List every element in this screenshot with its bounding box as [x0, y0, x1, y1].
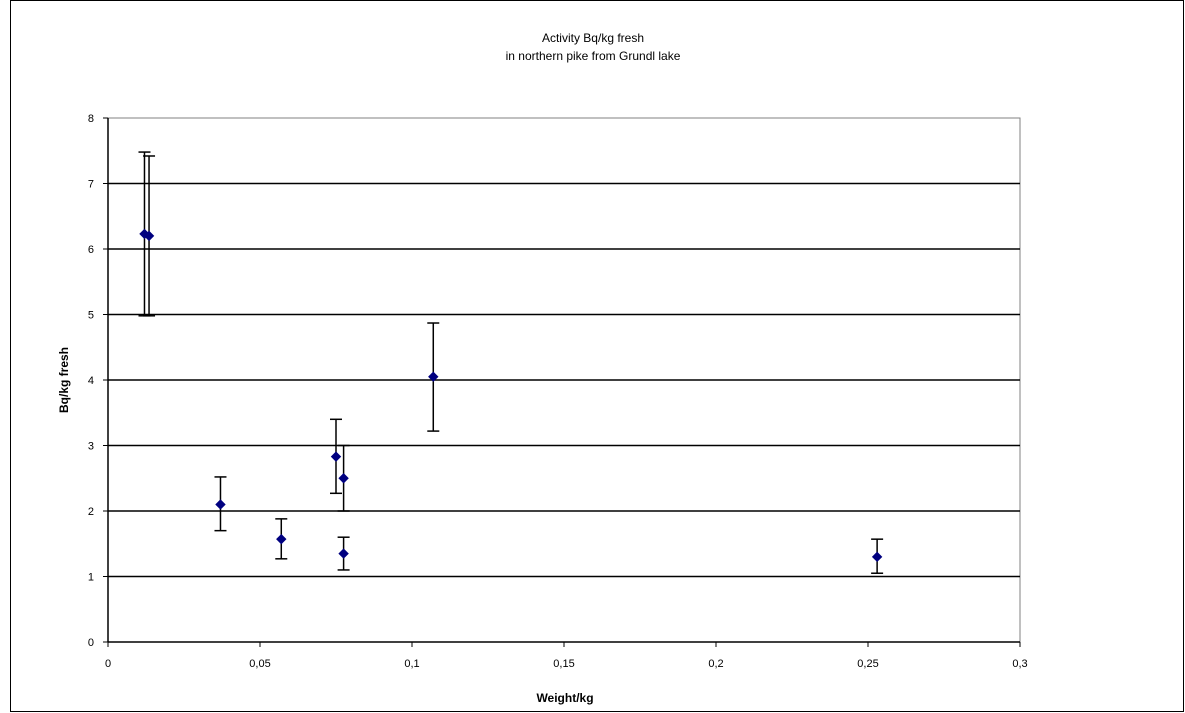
- x-tick-label: 0,05: [249, 658, 270, 670]
- axes: [103, 117, 1021, 647]
- data-points: [139, 228, 883, 563]
- y-tick-label: 4: [88, 375, 94, 387]
- y-tick-label: 3: [88, 441, 94, 453]
- data-point: [428, 371, 439, 382]
- y-axis-title: Bq/kg fresh: [57, 347, 71, 413]
- chart-subtitle: in northern pike from Grundl lake: [506, 49, 681, 63]
- chart-border: [10, 0, 1184, 712]
- chart-title: Activity Bq/kg fresh: [542, 31, 644, 45]
- x-tick-label: 0: [105, 658, 111, 670]
- data-point: [871, 551, 883, 563]
- x-tick-label: 0,2: [708, 658, 723, 670]
- y-tick-label: 2: [88, 506, 94, 518]
- x-axis-title: Weight/kg: [536, 691, 593, 705]
- data-point: [143, 230, 155, 242]
- data-point: [215, 499, 226, 510]
- y-tick-label: 6: [88, 244, 94, 256]
- data-point: [330, 451, 342, 462]
- data-point: [338, 548, 349, 559]
- y-tick-label: 7: [88, 179, 94, 191]
- y-tick-label: 8: [88, 113, 94, 125]
- data-point: [276, 533, 287, 545]
- tick-labels: 0 1 2 3 4 5 6 7 8 0 0,05 0,1 0,15 0,2 0,25 0,3: [88, 113, 1028, 670]
- x-tick-label: 0,3: [1012, 658, 1027, 670]
- gridlines: [108, 182, 1020, 578]
- y-tick-label: 1: [88, 572, 94, 584]
- x-tick-label: 0,25: [857, 658, 878, 670]
- x-tick-label: 0,15: [553, 658, 574, 670]
- x-tick-label: 0,1: [404, 658, 419, 670]
- y-tick-label: 0: [88, 637, 94, 649]
- data-point: [338, 473, 349, 484]
- y-tick-label: 5: [88, 310, 94, 322]
